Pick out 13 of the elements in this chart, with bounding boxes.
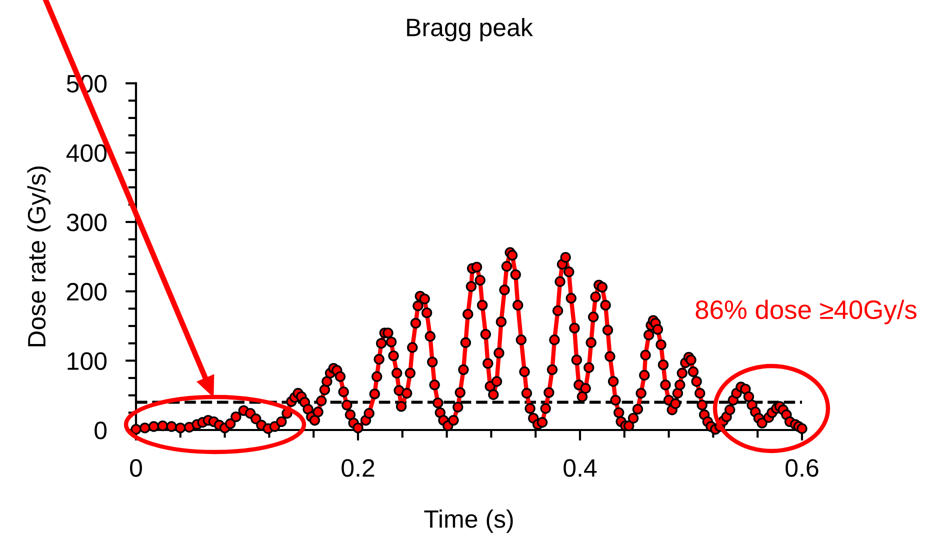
y-tick-label: 0 [94,422,107,440]
x-tick-label: 0.6 [786,459,818,477]
x-tick-label: 0.2 [342,459,374,477]
y-tick-label: 400 [66,144,107,162]
x-axis-title: Time (s) [424,510,513,533]
y-tick-label: 300 [66,214,107,232]
annotation: 86% dose ≥40Gy/s [696,300,916,324]
chart-title: Bragg peak [407,18,533,42]
y-tick-label: 200 [67,282,107,301]
x-tick-label: 0 [130,459,142,477]
y-axis-title: Dose rate (Gy/s) [27,166,51,346]
y-tick-label: 100 [68,352,107,370]
x-tick-label: 0.4 [564,459,597,477]
